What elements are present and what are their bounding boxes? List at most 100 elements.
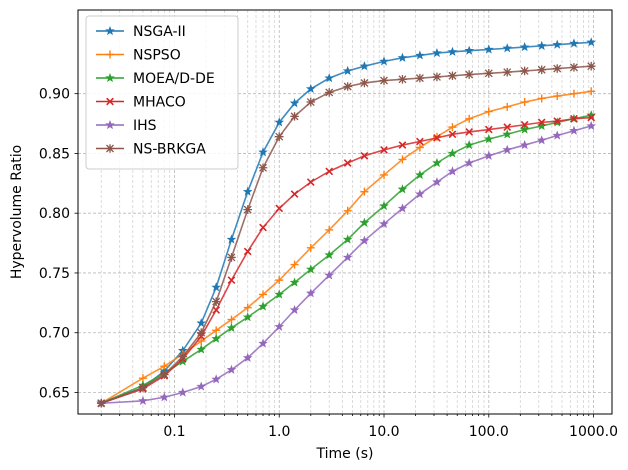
series-line bbox=[100, 116, 592, 404]
data-point bbox=[211, 333, 221, 343]
data-point bbox=[342, 65, 353, 76]
data-point bbox=[289, 304, 300, 315]
x-tick-label: 1000.0 bbox=[569, 424, 618, 440]
data-point bbox=[448, 130, 457, 139]
data-point bbox=[415, 50, 425, 60]
data-point bbox=[305, 83, 316, 93]
legend-label: NSGA-II bbox=[133, 24, 186, 40]
legend-marker bbox=[105, 72, 115, 83]
data-point bbox=[138, 383, 148, 393]
data-point bbox=[196, 344, 207, 354]
data-point bbox=[415, 73, 425, 83]
x-tick-label: 1.0 bbox=[268, 424, 290, 440]
legend-marker bbox=[105, 119, 115, 130]
data-point bbox=[196, 318, 207, 328]
data-point bbox=[397, 203, 408, 213]
data-point bbox=[290, 260, 299, 269]
data-point bbox=[258, 338, 268, 348]
data-point bbox=[306, 178, 315, 186]
series-group bbox=[96, 37, 597, 408]
legend-marker bbox=[105, 25, 115, 36]
legend-item: NSGA-II bbox=[96, 24, 186, 40]
legend-label: IHS bbox=[133, 118, 157, 134]
data-point bbox=[226, 322, 237, 333]
data-point bbox=[380, 170, 389, 179]
series-mhaco bbox=[97, 113, 596, 408]
y-tick-label: 0.90 bbox=[39, 87, 70, 103]
data-point bbox=[227, 315, 236, 324]
data-point bbox=[324, 249, 335, 260]
data-point bbox=[259, 290, 268, 299]
data-point bbox=[96, 398, 106, 408]
data-point bbox=[502, 43, 513, 53]
data-point bbox=[484, 125, 493, 134]
series-line bbox=[100, 114, 592, 404]
data-point bbox=[415, 169, 425, 180]
data-point bbox=[343, 159, 352, 167]
legend-label: NS-BRKGA bbox=[133, 142, 206, 158]
axes: 0.1 1.0 10.0 100.0 1000.0 0.65 0.70 0.75 0.80 0.8… bbox=[39, 87, 618, 440]
data-point bbox=[569, 38, 579, 48]
data-point bbox=[227, 253, 236, 262]
data-point bbox=[196, 381, 207, 391]
data-point bbox=[359, 217, 370, 227]
data-point bbox=[398, 75, 407, 84]
data-point bbox=[360, 78, 369, 88]
data-point bbox=[274, 289, 285, 299]
series-nspso bbox=[97, 87, 596, 408]
data-point bbox=[503, 123, 512, 132]
y-tick-label: 0.65 bbox=[39, 385, 70, 401]
data-point bbox=[379, 218, 389, 229]
data-point bbox=[553, 117, 562, 126]
series-nsga-ii bbox=[96, 37, 597, 408]
series-line bbox=[100, 65, 592, 404]
legend-item: MOEA/D-DE bbox=[96, 71, 215, 87]
data-point bbox=[537, 118, 546, 127]
legend-marker bbox=[106, 97, 114, 106]
x-tick-label: 100.0 bbox=[469, 424, 509, 440]
data-point bbox=[274, 132, 284, 141]
data-point bbox=[448, 71, 457, 81]
data-point bbox=[138, 395, 148, 405]
y-tick-label: 0.70 bbox=[39, 326, 70, 342]
data-point bbox=[398, 155, 407, 164]
data-point bbox=[258, 301, 268, 311]
series-ns-brkga bbox=[96, 61, 596, 408]
data-point bbox=[552, 39, 563, 49]
data-point bbox=[306, 97, 316, 107]
legend-item: MHACO bbox=[96, 95, 186, 111]
data-point bbox=[484, 107, 493, 116]
data-point bbox=[258, 163, 268, 173]
data-point bbox=[305, 288, 316, 298]
legend-label: MHACO bbox=[133, 95, 186, 111]
data-point bbox=[397, 184, 408, 194]
data-point bbox=[569, 89, 578, 98]
data-point bbox=[553, 92, 562, 101]
data-point bbox=[258, 147, 268, 157]
data-point bbox=[243, 247, 252, 256]
data-point bbox=[325, 225, 334, 234]
data-point bbox=[464, 45, 474, 55]
data-point bbox=[289, 277, 300, 287]
y-tick-label: 0.80 bbox=[39, 206, 70, 222]
data-point bbox=[483, 134, 494, 144]
y-axis-label: Hypervolume Ratio bbox=[9, 145, 25, 279]
data-point bbox=[483, 150, 494, 160]
data-point bbox=[432, 47, 442, 58]
data-point bbox=[242, 352, 253, 362]
data-point bbox=[211, 297, 221, 306]
data-point bbox=[324, 88, 334, 97]
legend-item: NS-BRKGA bbox=[96, 142, 206, 158]
y-tick-label: 0.75 bbox=[39, 266, 70, 282]
data-point bbox=[243, 205, 253, 214]
data-point bbox=[211, 374, 221, 384]
data-point bbox=[586, 120, 597, 131]
data-point bbox=[379, 56, 389, 66]
data-point bbox=[570, 114, 578, 123]
data-point bbox=[502, 67, 512, 77]
data-point bbox=[359, 235, 370, 245]
data-point bbox=[259, 223, 267, 232]
data-point bbox=[306, 243, 315, 252]
data-point bbox=[465, 128, 474, 136]
